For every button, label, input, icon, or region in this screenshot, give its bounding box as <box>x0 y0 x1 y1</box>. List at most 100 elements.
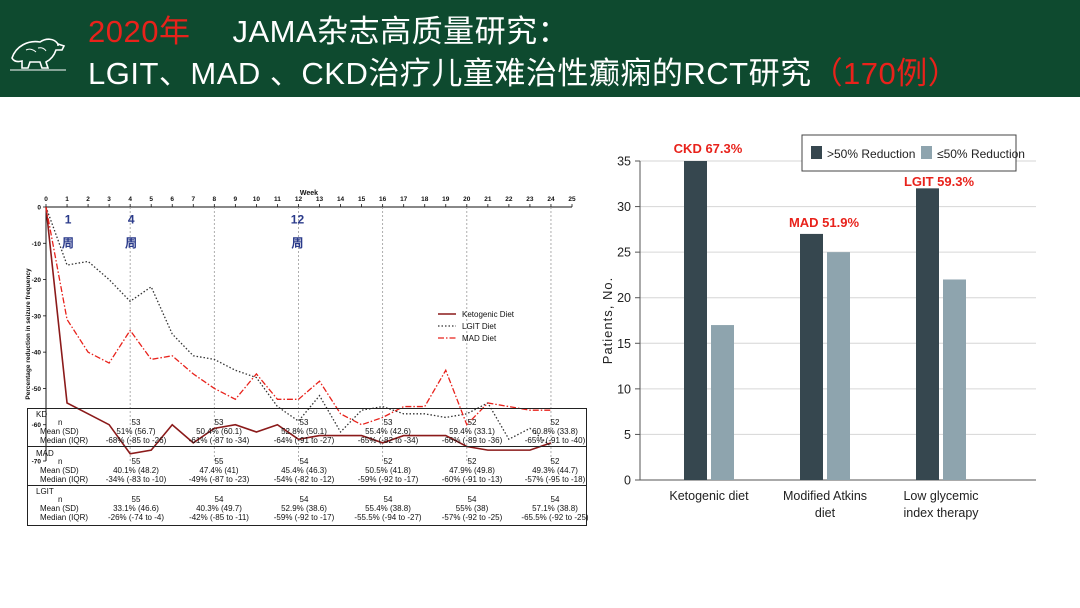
y-tick-label: 10 <box>617 382 631 396</box>
week-annotation: 12 周 <box>291 212 305 250</box>
outcome-table: KD n Mean (SD) Median (IQR) 53 51% (56.7) -68%… <box>27 408 589 526</box>
cell-mean: 52.8% (50.1) <box>281 427 327 436</box>
cell-mean: 51% (56.7) <box>116 427 156 436</box>
bar-gt50 <box>684 161 707 480</box>
cell-mean: 49.3% (44.7) <box>532 465 578 475</box>
cell-n: 52 <box>467 418 477 427</box>
cell-median: -59% (-92 to -17) <box>357 474 419 484</box>
cell-median: -34% (-83 to -10) <box>105 474 167 484</box>
legend-label: Ketogenic Diet <box>462 310 515 319</box>
cell-median: -61% (-87 to -34) <box>188 436 250 445</box>
cell-median: -60% (-91 to -13) <box>441 474 503 484</box>
row-label-mean: Mean (SD) <box>40 504 79 513</box>
cell-median: -57% (-92 to -25) <box>441 513 503 522</box>
row-label-n: n <box>58 456 63 466</box>
x-tick-label: 25 <box>568 196 576 203</box>
rate-annotation: CKD 67.3% <box>674 141 743 156</box>
cell-median: -42% (-85 to -11) <box>189 513 249 522</box>
x-tick-label: 10 <box>253 196 261 203</box>
x-tick-label: 18 <box>421 196 429 203</box>
x-tick-label: 17 <box>400 196 408 203</box>
y-tick-label: 20 <box>617 291 631 305</box>
x-tick-label: diet <box>815 506 836 520</box>
cell-median: -64% (-91 to -27) <box>273 436 335 445</box>
bar-le50 <box>711 325 734 480</box>
week-annotation-unit: 周 <box>62 236 74 250</box>
cell-n: 52 <box>550 456 560 466</box>
group-label: MAD <box>36 448 54 458</box>
cell-mean: 55.4% (38.8) <box>365 504 411 513</box>
title-text-2: LGIT、MAD 、CKD治疗儿童难治性癫痫的RCT研究 <box>88 56 812 91</box>
table-group-kd: KD n Mean (SD) Median (IQR) 53 51% (56.7) -68%… <box>28 409 586 447</box>
cell-mean: 47.9% (49.8) <box>449 465 495 475</box>
cell-median: -26% (-74 to -4) <box>107 513 165 522</box>
cell-median: -54% (-82 to -12) <box>273 474 335 484</box>
y-tick-label: -70 <box>32 459 42 466</box>
week-annotation-unit: 周 <box>125 236 137 250</box>
x-tick-label: 22 <box>505 196 513 203</box>
y-tick-label: 15 <box>617 337 631 351</box>
x-tick-label: 0 <box>44 196 48 203</box>
y-tick-label: -30 <box>32 313 42 320</box>
x-tick-label: Modified Atkins <box>783 489 867 503</box>
legend-box <box>801 134 1017 172</box>
legend-swatch <box>811 146 822 159</box>
legend-label: >50% Reduction <box>827 147 915 161</box>
cell-median: -55.5% (-94 to -27) <box>354 513 422 522</box>
x-tick-label: 13 <box>316 196 324 203</box>
y-tick-label: 25 <box>617 246 631 260</box>
cell-mean: 60.8% (33.8) <box>532 427 578 436</box>
cell-n: 52 <box>467 456 477 466</box>
cell-n: 55 <box>214 456 224 466</box>
cell-n: 53 <box>299 418 309 427</box>
week-annotation: 4周 <box>125 212 137 250</box>
x-tick-label: index therapy <box>903 506 979 520</box>
cell-median: -68% (-85 to -26) <box>105 436 167 445</box>
cell-mean: 47.4% (41) <box>199 465 239 475</box>
cell-n: 52 <box>550 418 560 427</box>
cell-n: 53 <box>214 418 224 427</box>
cell-n: 54 <box>467 495 477 504</box>
title-text-1: JAMA杂志高质量研究： <box>232 14 570 49</box>
rate-annotation: MAD 51.9% <box>789 215 860 230</box>
y-tick-label: -20 <box>32 277 42 284</box>
title-year: 2020年 <box>88 14 191 49</box>
cell-mean: 55.4% (42.6) <box>365 427 411 436</box>
week-annotation-unit: 周 <box>291 236 303 250</box>
cell-mean: 52.9% (38.6) <box>281 504 327 513</box>
week-annotation: 1周 <box>62 212 74 250</box>
series-line-lgit-diet <box>45 206 552 447</box>
legend-label: MAD Diet <box>462 334 497 343</box>
title-line-2: LGIT、MAD 、CKD治疗儿童难治性癫痫的RCT研究（170例） <box>88 48 959 93</box>
bar-le50 <box>943 279 966 480</box>
legend: >50% Reduction ≤50% Reduction <box>801 134 1025 172</box>
cell-n: 52 <box>383 456 393 466</box>
patients-bar-chart: 0 5 10 15 20 25 30 35 Patients, No. Ketogenic die… <box>600 134 1036 520</box>
polar-bear-logo-icon <box>10 38 66 71</box>
cell-mean: 45.4% (46.3) <box>281 465 327 475</box>
x-tick-label: 1 <box>65 196 69 203</box>
group-label: KD <box>36 410 48 419</box>
y-axis-label: Patients, No. <box>600 277 615 364</box>
cell-mean: 33.1% (46.6) <box>113 504 159 513</box>
row-label-mean: Mean (SD) <box>40 465 79 475</box>
y-tick-label: -60 <box>32 422 42 429</box>
cell-mean: 50.4% (60.1) <box>196 427 242 436</box>
y-tick-label: 5 <box>624 428 631 442</box>
y-tick-label: 35 <box>617 155 631 169</box>
table-group-mad: MAD n Mean (SD) Median (IQR) 55 40.1% (48.2) -… <box>28 448 586 486</box>
legend-swatch <box>921 146 932 159</box>
cell-n: 54 <box>550 495 560 504</box>
row-label-median: Median (IQR) <box>40 436 89 445</box>
x-tick-label: 7 <box>191 196 195 203</box>
title-banner: 2020年 JAMA杂志高质量研究： LGIT、MAD 、CKD治疗儿童难治性癫痫… <box>0 0 1080 97</box>
x-tick-label: 4 <box>128 196 132 203</box>
x-tick-label: 14 <box>337 196 345 203</box>
y-axis-label: Percentage reduction in seizure frequenc… <box>25 268 32 400</box>
series-line-mad-diet <box>45 206 551 426</box>
legend-label: ≤50% Reduction <box>937 147 1025 161</box>
bar-gt50 <box>916 188 939 480</box>
x-tick-label: 8 <box>213 196 217 203</box>
rate-annotation: LGIT 59.3% <box>904 174 975 189</box>
